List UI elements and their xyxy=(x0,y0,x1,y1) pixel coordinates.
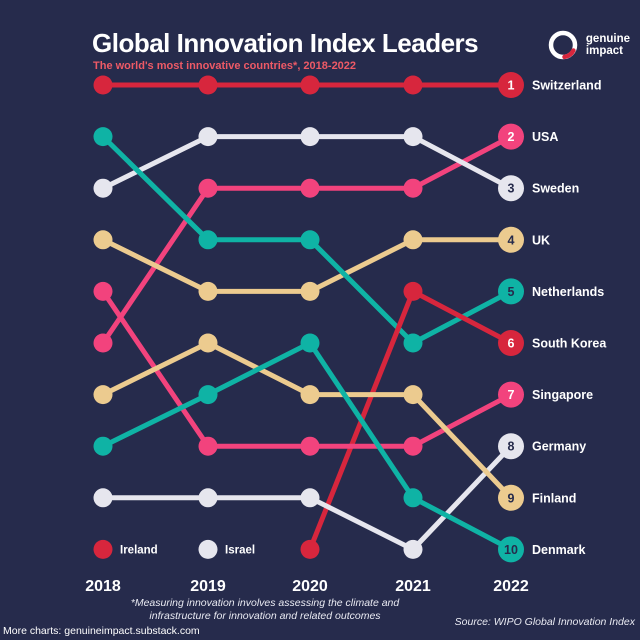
footnote: *Measuring innovation involves assessing… xyxy=(30,597,500,623)
data-point-uk-2020 xyxy=(300,281,320,301)
data-point-germany-2021 xyxy=(403,539,423,559)
data-point-switzerland-2021 xyxy=(403,75,423,95)
data-point-sweden-2021 xyxy=(403,127,423,147)
data-point-singapore-2021 xyxy=(403,436,423,456)
page-title: Global Innovation Index Leaders xyxy=(92,28,479,58)
data-point-denmark-2019 xyxy=(198,385,218,405)
country-label-finland: Finland xyxy=(532,491,576,505)
rank-badge-number-singapore: 7 xyxy=(508,388,515,402)
data-point-usa-2020 xyxy=(300,178,320,198)
data-point-denmark-2020 xyxy=(300,333,320,353)
country-label-sweden: Sweden xyxy=(532,182,579,196)
country-label-netherlands: Netherlands xyxy=(532,285,604,299)
chart-subtitle: The world's most innovative countries*, … xyxy=(93,60,357,72)
footnote-line1: *Measuring innovation involves assessing… xyxy=(130,597,400,609)
country-label-usa: USA xyxy=(532,130,558,144)
footnote-line2: infrastructure for innovation and relate… xyxy=(149,610,381,622)
series-line-singapore xyxy=(100,288,514,449)
data-point-finland-2020 xyxy=(300,385,320,405)
rank-badge-netherlands xyxy=(498,278,524,305)
alpha-logo-icon xyxy=(548,30,578,60)
data-point-south-korea-2020 xyxy=(300,539,320,559)
data-point-netherlands-2021 xyxy=(403,333,423,353)
data-point-usa-2021 xyxy=(403,178,423,198)
rank-badge-singapore xyxy=(498,381,524,408)
data-point-uk-2018 xyxy=(93,230,113,250)
data-point-ireland-2018 xyxy=(93,539,113,559)
data-point-netherlands-2020 xyxy=(300,230,320,250)
data-point-uk-2019 xyxy=(198,281,218,301)
data-point-south-korea-2021 xyxy=(403,281,423,301)
x-axis-label-2022: 2022 xyxy=(493,578,529,595)
rank-badge-switzerland xyxy=(498,72,524,98)
x-axis-label-2018: 2018 xyxy=(85,578,121,595)
data-point-finland-2021 xyxy=(403,385,423,405)
country-label-south-korea: South Korea xyxy=(532,337,607,351)
more-charts-link[interactable]: More charts: genuineimpact.substack.com xyxy=(3,625,200,637)
country-label-uk: UK xyxy=(532,233,550,247)
data-point-netherlands-2019 xyxy=(198,230,218,250)
data-point-switzerland-2018 xyxy=(93,75,113,95)
data-point-sweden-2019 xyxy=(198,127,218,147)
rank-badge-denmark xyxy=(498,536,524,563)
data-point-usa-2018 xyxy=(93,333,113,353)
x-axis-label-2020: 2020 xyxy=(292,578,328,595)
rank-badge-number-finland: 9 xyxy=(508,491,515,505)
rank-badge-number-uk: 4 xyxy=(508,233,515,247)
country-label-denmark: Denmark xyxy=(532,543,586,557)
data-point-denmark-2021 xyxy=(403,488,423,508)
data-point-usa-2019 xyxy=(198,178,218,198)
data-point-germany-2019 xyxy=(198,488,218,508)
data-point-sweden-2020 xyxy=(300,127,320,147)
country-label-germany: Germany xyxy=(532,440,586,454)
rank-badge-number-switzerland: 1 xyxy=(508,79,515,93)
data-point-netherlands-2018 xyxy=(93,127,113,147)
data-point-sweden-2018 xyxy=(93,178,113,198)
data-point-singapore-2020 xyxy=(300,436,320,456)
series-line-finland xyxy=(100,340,514,501)
rank-badge-sweden xyxy=(498,175,524,202)
data-point-israel-2019 xyxy=(198,539,218,559)
rank-badge-number-germany: 8 xyxy=(508,440,515,454)
rank-badge-usa xyxy=(498,123,524,150)
rank-badge-number-denmark: 10 xyxy=(504,543,518,557)
data-point-finland-2019 xyxy=(198,333,218,353)
data-point-switzerland-2020 xyxy=(300,75,320,95)
rank-badge-south-korea xyxy=(498,330,524,356)
legend-label-ireland: Ireland xyxy=(120,544,158,556)
country-label-singapore: Singapore xyxy=(532,388,593,402)
rank-badge-germany xyxy=(498,433,524,460)
rank-badge-number-south-korea: 6 xyxy=(508,337,515,351)
genuine-impact-logo: genuine impact xyxy=(545,27,630,63)
source-credit: Source: WIPO Global Innovation Index xyxy=(454,616,635,628)
logo-text: genuine impact xyxy=(586,33,630,57)
data-point-singapore-2019 xyxy=(198,436,218,456)
data-point-germany-2020 xyxy=(300,488,320,508)
data-point-uk-2021 xyxy=(403,230,423,250)
logo-text-line1: genuine xyxy=(585,33,630,45)
data-point-switzerland-2019 xyxy=(198,75,218,95)
x-axis-label-2019: 2019 xyxy=(190,578,226,595)
data-point-finland-2018 xyxy=(93,385,113,405)
country-label-switzerland: Switzerland xyxy=(532,79,601,93)
data-point-denmark-2018 xyxy=(93,436,113,456)
data-point-germany-2018 xyxy=(93,488,113,508)
rank-badge-number-usa: 2 xyxy=(508,130,515,144)
rank-badge-finland xyxy=(498,484,524,511)
rank-badge-number-sweden: 3 xyxy=(508,182,515,196)
x-axis-label-2021: 2021 xyxy=(395,578,431,595)
rank-badge-number-netherlands: 5 xyxy=(508,285,515,299)
rank-badge-uk xyxy=(498,226,524,253)
data-point-singapore-2018 xyxy=(93,281,113,301)
logo-text-line2: impact xyxy=(585,45,623,57)
legend-label-israel: Israel xyxy=(225,544,255,556)
